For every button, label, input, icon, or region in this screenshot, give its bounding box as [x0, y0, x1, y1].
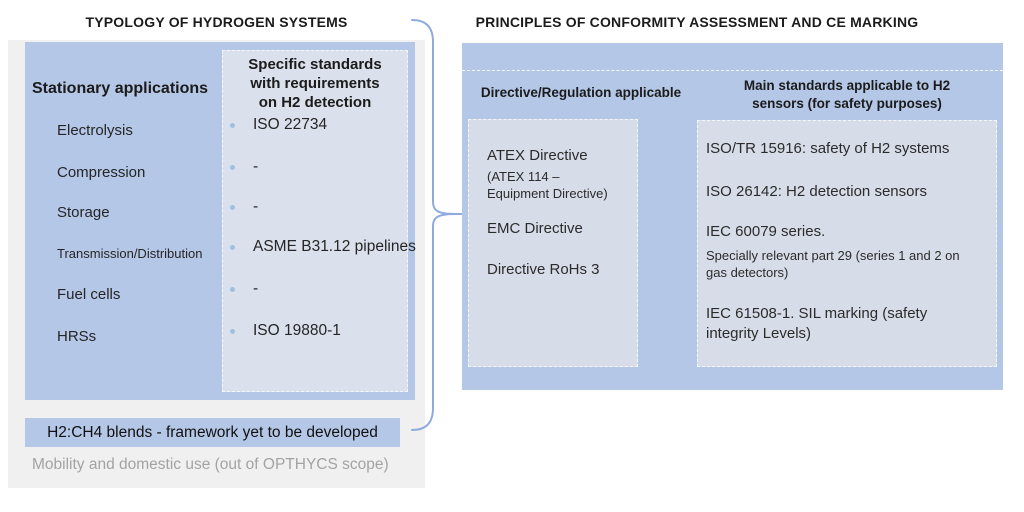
right-panel-title: PRINCIPLES OF CONFORMITY ASSESSMENT AND …: [475, 14, 919, 30]
bullet-icon: [230, 165, 235, 170]
atex-sub-line2: Equipment Directive): [487, 186, 608, 201]
iec-60079-label: IEC 60079 series.: [706, 223, 826, 240]
atex-directive-label: ATEX Directive: [487, 147, 588, 164]
bullet-icon: [230, 205, 235, 210]
specific-standards-header-line2: with requirements: [250, 75, 380, 92]
curly-brace-connector: [411, 19, 464, 431]
rohs-directive-label: Directive RoHs 3: [487, 261, 600, 278]
table-row: Storage -: [25, 198, 415, 224]
bullet-icon: [230, 329, 235, 334]
mobility-scope-note: Mobility and domestic use (out of OPTHYC…: [32, 456, 389, 473]
standards-column-header-line2: sensors (for safety purposes): [752, 96, 942, 111]
header-strip: [462, 43, 1003, 71]
bullet-icon: [230, 287, 235, 292]
typology-table: Stationary applications Specific standar…: [25, 42, 416, 400]
standards-column-background: [222, 50, 408, 392]
standard-value: -: [253, 280, 259, 297]
directive-column-header: Directive/Regulation applicable: [480, 85, 682, 100]
specific-standards-header-line1: Specific standards: [248, 56, 382, 73]
specific-standards-header: Specific standards with requirements on …: [222, 55, 408, 112]
standard-value: ISO 19880-1: [253, 322, 341, 339]
table-row: HRSs ISO 19880-1: [25, 322, 415, 348]
left-panel-title: TYPOLOGY OF HYDROGEN SYSTEMS: [85, 14, 348, 30]
application-label: Fuel cells: [57, 286, 121, 303]
atex-sub-line1: (ATEX 114 –: [487, 169, 560, 184]
application-label: Transmission/Distribution: [57, 246, 203, 261]
standard-value: -: [253, 158, 259, 175]
iec-61508-label-line1: IEC 61508-1. SIL marking (safety: [706, 305, 928, 322]
table-row: Transmission/Distribution ASME B31.12 pi…: [25, 238, 416, 264]
application-label: Compression: [57, 164, 146, 181]
table-row: Fuel cells -: [25, 280, 415, 306]
stationary-applications-header: Stationary applications: [32, 80, 209, 97]
emc-directive-label: EMC Directive: [487, 220, 583, 237]
standards-column-header-line1: Main standards applicable to H2: [743, 78, 951, 93]
iec-61508-label-line2: integrity Levels): [706, 325, 812, 342]
directives-box: ATEX Directive (ATEX 114 – Equipment Dir…: [468, 119, 638, 367]
table-row: Electrolysis ISO 22734: [25, 116, 415, 142]
specific-standards-header-line3: on H2 detection: [258, 94, 372, 111]
standard-value: ASME B31.12 pipelines: [253, 238, 416, 255]
application-label: HRSs: [57, 328, 97, 345]
iso-tr-15916-label: ISO/TR 15916: safety of H2 systems: [706, 140, 950, 157]
standards-box: ISO/TR 15916: safety of H2 systems ISO 2…: [697, 120, 997, 367]
application-label: Electrolysis: [57, 122, 133, 139]
conformity-panel: Directive/Regulation applicable Main sta…: [462, 43, 1003, 390]
bullet-icon: [230, 123, 235, 128]
table-row: Compression -: [25, 158, 415, 184]
iec-60079-note-line2: gas detectors): [706, 265, 789, 280]
application-label: Storage: [57, 204, 110, 221]
standard-value: ISO 22734: [253, 116, 328, 133]
h2ch4-blends-banner: H2:CH4 blends - framework yet to be deve…: [25, 418, 400, 447]
standards-column-header: Main standards applicable to H2 sensors …: [697, 77, 997, 113]
iso-26142-label: ISO 26142: H2 detection sensors: [706, 183, 927, 200]
iec-60079-note-line1: Specially relevant part 29 (series 1 and…: [706, 248, 960, 263]
standard-value: -: [253, 198, 259, 215]
bullet-icon: [230, 245, 235, 250]
